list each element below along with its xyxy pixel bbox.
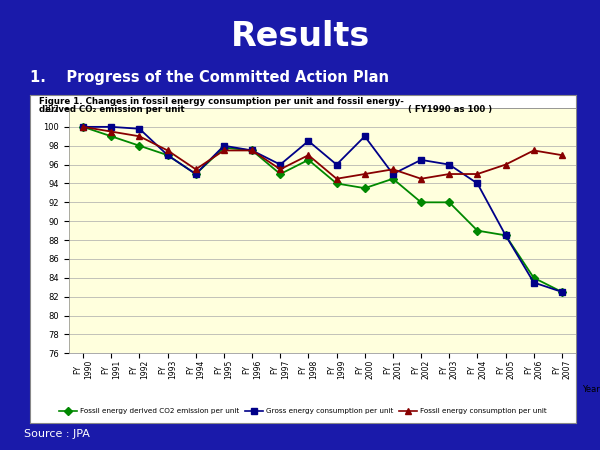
Text: Year: Year	[581, 385, 599, 394]
Line: Fossil energy consumption per unit: Fossil energy consumption per unit	[80, 123, 565, 182]
Fossil energy consumption per unit	[559, 153, 566, 158]
Fossil energy derived CO2 emission per unit	[79, 124, 86, 130]
Fossil energy derived CO2 emission per unit	[220, 145, 227, 150]
Fossil energy consumption per unit	[277, 166, 284, 172]
Fossil energy consumption per unit	[164, 148, 171, 153]
Fossil energy derived CO2 emission per unit	[305, 157, 312, 162]
Gross energy consumption per unit	[418, 157, 425, 162]
Gross energy consumption per unit	[79, 124, 86, 130]
Fossil energy consumption per unit	[79, 124, 86, 130]
Gross energy consumption per unit	[333, 162, 340, 167]
Fossil energy derived CO2 emission per unit	[136, 143, 143, 148]
Fossil energy derived CO2 emission per unit	[164, 153, 171, 158]
Fossil energy consumption per unit	[192, 166, 199, 172]
Gross energy consumption per unit	[474, 181, 481, 186]
Fossil energy derived CO2 emission per unit	[389, 176, 397, 181]
Gross energy consumption per unit	[446, 162, 453, 167]
Fossil energy consumption per unit	[107, 129, 115, 134]
Gross energy consumption per unit	[305, 138, 312, 144]
Text: Figure 1. Changes in fossil energy consumption per unit and fossil energy-: Figure 1. Changes in fossil energy consu…	[39, 97, 404, 106]
Gross energy consumption per unit	[559, 289, 566, 295]
Gross energy consumption per unit	[361, 134, 368, 139]
Fossil energy derived CO2 emission per unit	[502, 233, 509, 238]
Text: Source : JPA: Source : JPA	[24, 429, 90, 439]
Fossil energy consumption per unit	[220, 148, 227, 153]
Fossil energy consumption per unit	[361, 171, 368, 177]
Gross energy consumption per unit	[502, 233, 509, 238]
Gross energy consumption per unit	[248, 148, 256, 153]
Gross energy consumption per unit	[192, 171, 199, 177]
Fossil energy consumption per unit	[474, 171, 481, 177]
Fossil energy derived CO2 emission per unit	[248, 148, 256, 153]
Fossil energy consumption per unit	[305, 153, 312, 158]
Line: Fossil energy derived CO2 emission per unit: Fossil energy derived CO2 emission per u…	[80, 124, 565, 295]
Fossil energy derived CO2 emission per unit	[333, 181, 340, 186]
Text: derived CO₂ emission per unit: derived CO₂ emission per unit	[39, 105, 185, 114]
Fossil energy consumption per unit	[530, 148, 538, 153]
Gross energy consumption per unit	[389, 171, 397, 177]
Fossil energy derived CO2 emission per unit	[277, 171, 284, 177]
Fossil energy derived CO2 emission per unit	[559, 289, 566, 295]
Gross energy consumption per unit	[530, 280, 538, 285]
Legend: Fossil energy derived CO2 emission per unit, Gross energy consumption per unit, : Fossil energy derived CO2 emission per u…	[56, 405, 550, 417]
Line: Gross energy consumption per unit: Gross energy consumption per unit	[80, 124, 565, 295]
Fossil energy consumption per unit	[389, 166, 397, 172]
Fossil energy consumption per unit	[502, 162, 509, 167]
Gross energy consumption per unit	[136, 126, 143, 131]
Fossil energy derived CO2 emission per unit	[530, 275, 538, 280]
Fossil energy derived CO2 emission per unit	[418, 200, 425, 205]
Fossil energy consumption per unit	[418, 176, 425, 181]
Gross energy consumption per unit	[164, 153, 171, 158]
Text: 1.    Progress of the Committed Action Plan: 1. Progress of the Committed Action Plan	[30, 70, 389, 85]
Fossil energy consumption per unit	[136, 134, 143, 139]
Gross energy consumption per unit	[107, 124, 115, 130]
Fossil energy derived CO2 emission per unit	[474, 228, 481, 233]
Fossil energy consumption per unit	[446, 171, 453, 177]
Text: Results: Results	[230, 20, 370, 53]
Gross energy consumption per unit	[277, 162, 284, 167]
Fossil energy consumption per unit	[248, 148, 256, 153]
Fossil energy derived CO2 emission per unit	[192, 171, 199, 177]
Fossil energy derived CO2 emission per unit	[107, 134, 115, 139]
Text: ( FY1990 as 100 ): ( FY1990 as 100 )	[408, 105, 492, 114]
Fossil energy derived CO2 emission per unit	[361, 185, 368, 191]
Fossil energy consumption per unit	[333, 176, 340, 181]
Gross energy consumption per unit	[220, 143, 227, 148]
Fossil energy derived CO2 emission per unit	[446, 200, 453, 205]
